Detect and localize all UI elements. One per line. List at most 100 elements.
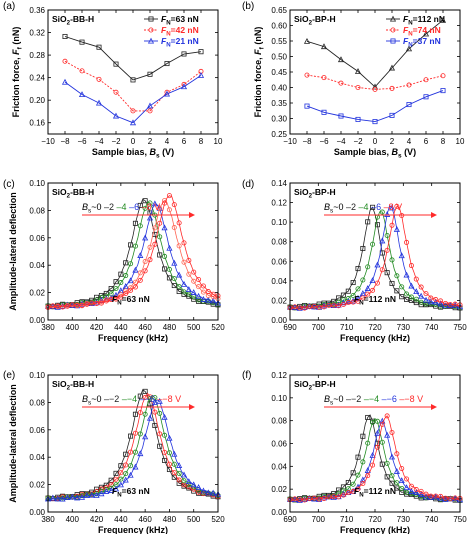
resonance-curve-2 xyxy=(289,204,461,309)
y-tick-label: 0.10 xyxy=(271,218,287,227)
data-point xyxy=(94,297,100,303)
x-axis-label: Frequency (kHz) xyxy=(98,333,168,343)
data-point xyxy=(176,289,182,295)
chart-panel-b: (b) −10 −8 −6 −4 −2 0 2 4 6 8 10 0.25 0.30 0.35 0.40 0.4… xyxy=(242,1,465,160)
data-point xyxy=(360,459,366,465)
panel-letter: (f) xyxy=(242,370,251,381)
legend-entry: FN=112 nN xyxy=(403,14,445,27)
data-point xyxy=(152,423,158,429)
data-point xyxy=(210,301,216,307)
data-point xyxy=(316,304,322,310)
x-tick-label: 500 xyxy=(187,323,201,332)
y-tick-label: 0.10 xyxy=(29,371,45,380)
data-point xyxy=(350,488,356,494)
data-point xyxy=(132,243,138,249)
y-axis-label: Friction force, Ff (nN) xyxy=(253,27,266,118)
data-point xyxy=(195,484,202,490)
data-point xyxy=(404,239,410,245)
x-axis-label: Frequency (kHz) xyxy=(340,333,410,343)
data-point xyxy=(163,90,171,97)
data-point xyxy=(197,72,205,78)
data-point xyxy=(55,303,61,309)
data-point xyxy=(156,397,163,404)
y-axis-label: Friction force, Ff (nN) xyxy=(11,27,24,118)
data-point xyxy=(176,220,182,226)
data-point xyxy=(157,234,163,240)
x-tick-label: 440 xyxy=(114,515,128,524)
data-point xyxy=(384,474,390,480)
data-point xyxy=(151,200,158,207)
data-point xyxy=(422,493,430,500)
data-point xyxy=(389,480,395,486)
data-point xyxy=(157,443,163,449)
data-point xyxy=(389,280,395,286)
data-point xyxy=(413,300,419,306)
x-tick-label: 6 xyxy=(424,137,429,146)
data-point xyxy=(96,44,102,50)
data-point xyxy=(384,431,391,438)
data-point xyxy=(384,460,390,466)
data-point xyxy=(142,394,148,400)
x-tick-label: 420 xyxy=(90,515,104,524)
data-point xyxy=(350,280,356,286)
y-tick-label: 0.08 xyxy=(29,398,45,407)
data-point xyxy=(447,496,453,502)
data-point xyxy=(374,280,380,286)
data-point xyxy=(452,301,458,307)
data-point xyxy=(408,297,414,303)
data-point xyxy=(379,461,385,467)
data-point xyxy=(112,112,120,119)
bias-arrow-head xyxy=(189,404,195,410)
data-point xyxy=(388,204,396,211)
data-point xyxy=(404,291,410,297)
y-tick-label: 0.02 xyxy=(271,296,287,305)
data-point xyxy=(442,495,448,501)
panel-title: SiO2-BP-H xyxy=(294,379,336,392)
data-point xyxy=(118,271,124,277)
data-point xyxy=(132,284,138,290)
data-point xyxy=(96,76,102,82)
data-point xyxy=(389,429,395,435)
data-point xyxy=(186,291,192,297)
data-point xyxy=(108,286,114,292)
series-line-1 xyxy=(306,74,444,90)
data-point xyxy=(427,493,434,500)
x-tick-label: −4 xyxy=(336,137,346,146)
x-tick-label: 480 xyxy=(163,515,177,524)
data-point xyxy=(162,253,168,259)
data-point xyxy=(93,492,100,498)
data-point xyxy=(198,49,204,55)
y-tick-label: 0.04 xyxy=(29,453,45,462)
y-tick-label: 0.02 xyxy=(271,485,287,494)
data-point xyxy=(191,278,197,284)
data-point xyxy=(190,481,197,488)
data-point xyxy=(83,492,90,498)
y-tick-label: 0.40 xyxy=(271,84,287,93)
data-point xyxy=(423,291,429,297)
data-point xyxy=(321,304,327,310)
data-point xyxy=(388,64,396,71)
x-tick-label: 400 xyxy=(66,323,80,332)
x-tick-label: 730 xyxy=(397,515,411,524)
data-point xyxy=(185,478,192,485)
data-point xyxy=(137,410,143,416)
data-point xyxy=(422,30,430,37)
data-point xyxy=(360,295,366,301)
data-point xyxy=(103,293,109,299)
resonance-curve-3 xyxy=(289,415,461,501)
data-point xyxy=(336,299,342,305)
data-point xyxy=(61,78,69,85)
data-point xyxy=(422,296,430,303)
data-point xyxy=(113,61,119,67)
data-point xyxy=(379,237,386,244)
data-point xyxy=(428,295,434,301)
x-tick-label: 440 xyxy=(114,323,128,332)
data-point xyxy=(59,495,66,502)
data-point xyxy=(210,297,217,304)
data-point xyxy=(103,298,109,304)
data-point xyxy=(413,489,420,496)
data-point xyxy=(355,286,361,292)
data-point xyxy=(404,296,410,302)
data-point xyxy=(123,273,129,279)
data-point xyxy=(176,462,183,468)
